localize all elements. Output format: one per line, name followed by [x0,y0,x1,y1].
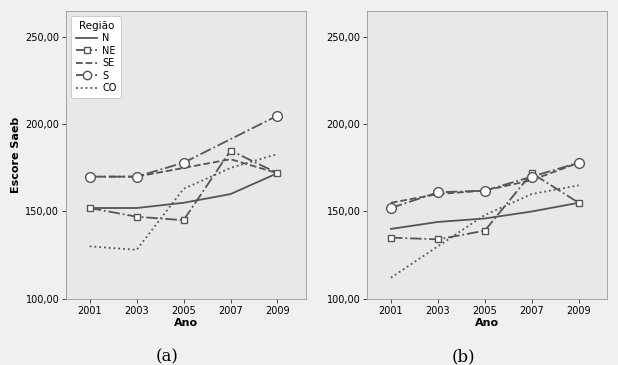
Legend: N, NE, SE, S, CO: N, NE, SE, S, CO [71,16,121,98]
X-axis label: Ano: Ano [475,318,499,328]
Text: (a): (a) [155,348,179,365]
X-axis label: Ano: Ano [174,318,198,328]
Text: (b): (b) [452,348,475,365]
Y-axis label: Escore Saeb: Escore Saeb [11,117,21,193]
